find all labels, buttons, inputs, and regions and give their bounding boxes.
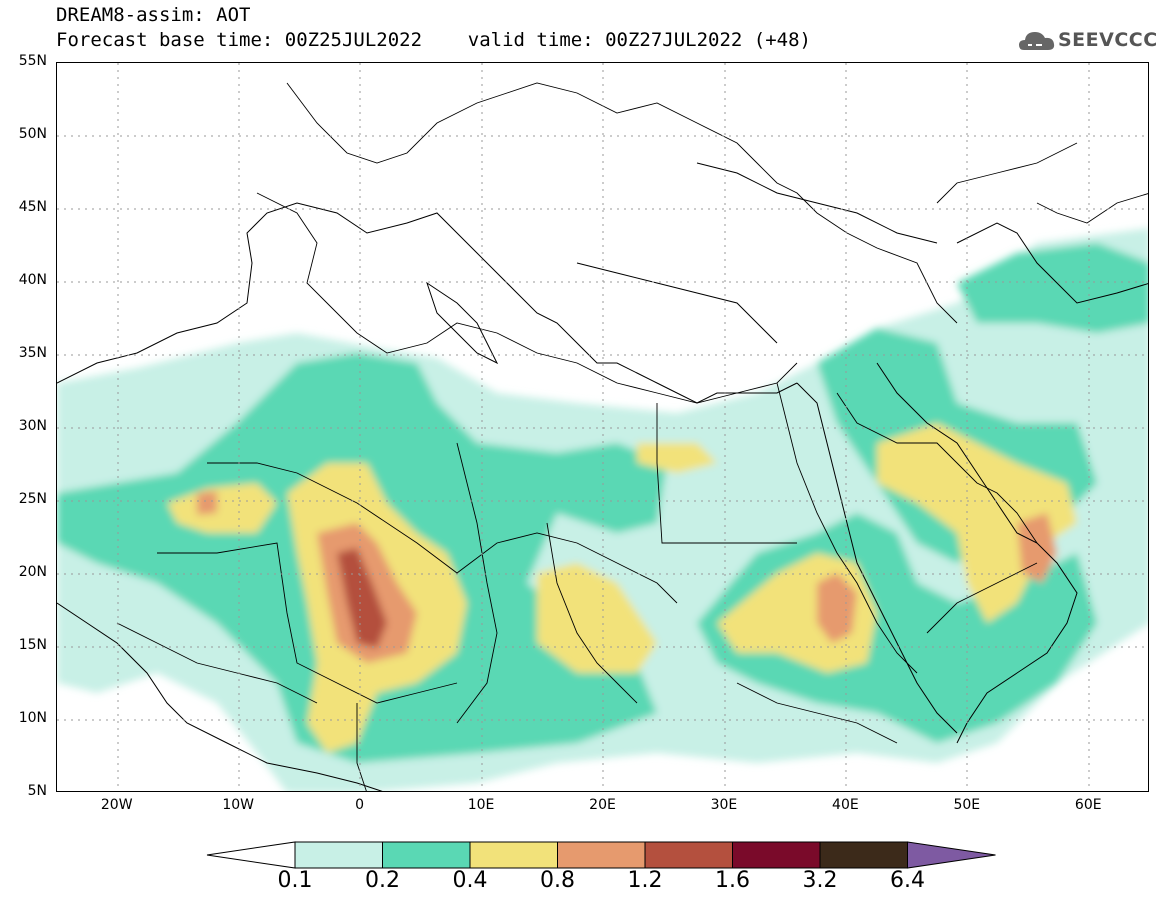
colorbar-level-label: 0.2 <box>365 868 400 893</box>
lat-tick-label: 5N <box>27 783 47 799</box>
colorbar-swatch <box>557 841 646 869</box>
lon-tick-label: 60E <box>1074 797 1102 813</box>
lon-tick-label: 10W <box>222 797 254 813</box>
colorbar-level-label: 1.6 <box>715 868 750 893</box>
lat-tick-label: 15N <box>18 637 47 653</box>
colorbar-level-label: 0.8 <box>540 868 575 893</box>
colorbar-swatch <box>469 841 558 869</box>
colorbar-level-label: 3.2 <box>802 868 838 893</box>
colorbar-swatch <box>382 841 471 869</box>
coastlines <box>57 162 1148 791</box>
lat-tick-label: 55N <box>18 53 47 69</box>
lon-tick-label: 20W <box>100 797 133 813</box>
lat-tick-label: 30N <box>18 418 47 434</box>
lon-tick-label: 10E <box>467 797 495 813</box>
colorbar-high-extend <box>907 841 996 869</box>
lon-tick-label: 50E <box>953 797 981 813</box>
aot-colorbar <box>206 841 996 869</box>
gridlines <box>57 63 1148 791</box>
lon-tick-label: 20E <box>589 797 616 813</box>
colorbar-level-label: 0.4 <box>452 868 488 893</box>
lat-tick-label: 40N <box>18 272 47 288</box>
lat-tick-label: 10N <box>18 710 47 726</box>
cloud-logo-icon <box>1019 32 1055 50</box>
lat-tick-label: 50N <box>18 126 47 142</box>
lon-tick-label: 0 <box>355 797 365 813</box>
country-borders <box>116 82 1148 791</box>
aot-region-extreme <box>337 548 387 648</box>
colorbar-swatch <box>644 841 733 869</box>
colorbar-level-label: 0.1 <box>277 868 313 893</box>
lat-tick-label: 35N <box>18 345 47 361</box>
logo-text: SEEVCCC <box>1058 29 1158 51</box>
colorbar-swatch <box>732 841 821 869</box>
colorbar-level-label: 6.4 <box>890 868 925 893</box>
lat-tick-label: 25N <box>18 491 47 507</box>
map-title: DREAM8-assim: AOT <box>56 4 251 26</box>
lat-tick-label: 45N <box>18 199 47 215</box>
colorbar-low-extend <box>206 841 296 869</box>
lon-tick-label: 40E <box>832 797 859 813</box>
forecast-time-subtitle: Forecast base time: 00Z25JUL2022 valid t… <box>56 29 811 51</box>
colorbar-swatch <box>294 841 383 869</box>
lat-tick-label: 20N <box>18 564 47 580</box>
aot-region-high <box>167 483 277 533</box>
aot-map <box>56 62 1149 792</box>
lon-tick-label: 30E <box>710 797 738 813</box>
colorbar-level-label: 1.2 <box>627 868 663 893</box>
colorbar-swatch <box>819 841 908 869</box>
